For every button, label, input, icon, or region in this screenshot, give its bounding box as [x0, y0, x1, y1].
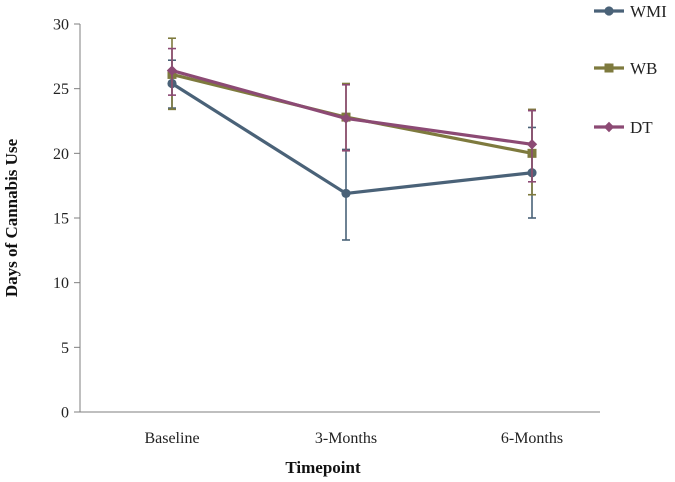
legend-label: DT [630, 118, 653, 137]
data-point [166, 65, 178, 76]
x-axis: Baseline 3-Months 6-Months [80, 411, 600, 447]
data-point [341, 188, 351, 199]
x-tick-label: 6-Months [501, 430, 563, 447]
y-tick-label: 30 [53, 17, 69, 34]
data-point [526, 139, 538, 150]
y-tick-label: 5 [61, 340, 69, 357]
y-tick-label: 20 [53, 146, 69, 163]
legend: WMI WB DT [594, 2, 667, 137]
y-tick-label: 0 [61, 405, 69, 422]
y-axis-title: Days of Cannabis Use [2, 138, 21, 297]
x-tick-label: Baseline [144, 430, 199, 447]
legend-item-wb: WB [594, 59, 657, 78]
series-line [171, 69, 533, 146]
legend-item-wmi: WMI [594, 2, 667, 21]
series-group [166, 37, 538, 241]
x-axis-title: Timepoint [285, 458, 361, 477]
series-dt [166, 47, 538, 183]
legend-marker [604, 6, 614, 16]
y-tick-label: 10 [53, 275, 69, 292]
y-axis: 0 5 10 15 20 25 30 [53, 17, 81, 422]
legend-label: WMI [630, 2, 667, 21]
legend-label: WB [630, 59, 657, 78]
x-tick-label: 3-Months [315, 430, 377, 447]
series-line [171, 82, 533, 196]
data-point [340, 113, 352, 124]
legend-item-dt: DT [594, 118, 653, 137]
series-wmi [167, 59, 537, 241]
legend-marker [604, 63, 614, 73]
y-tick-label: 25 [53, 81, 69, 98]
y-tick-label: 15 [53, 211, 69, 228]
legend-marker [603, 121, 615, 133]
